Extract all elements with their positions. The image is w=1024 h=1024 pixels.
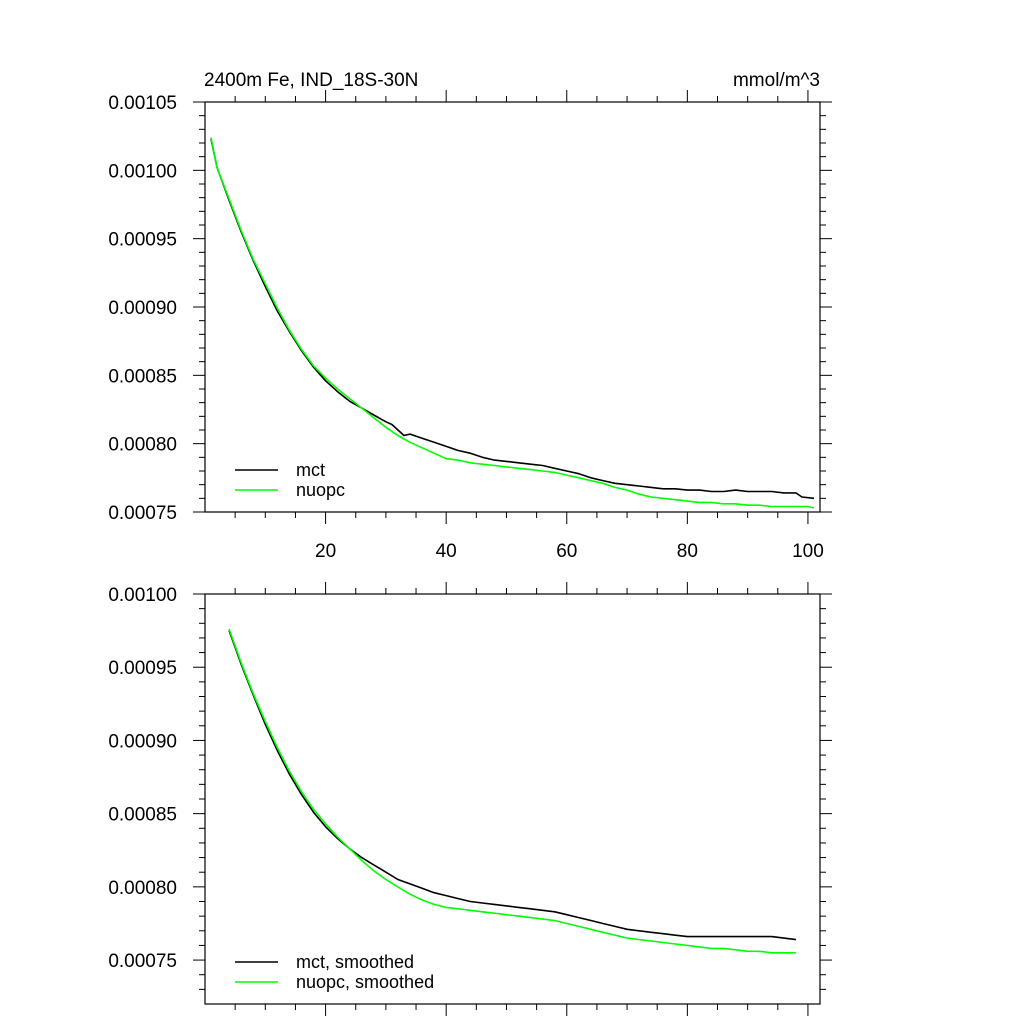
top-chart-panel: 2400m Fe, IND_18S-30N mmol/m^3 20 40 60 80 1… bbox=[108, 70, 832, 562]
top-y-tick-label: 0.00085 bbox=[108, 366, 177, 387]
top-legend-label-0: mct bbox=[296, 460, 325, 480]
top-chart-lines bbox=[210, 137, 815, 509]
top-legend-label-1: nuopc bbox=[296, 480, 345, 500]
top-y-tick-label: 0.00075 bbox=[108, 503, 177, 524]
bottom-y-tick-label: 0.00100 bbox=[108, 585, 177, 606]
top-x-tick-label: 100 bbox=[792, 541, 824, 562]
top-series-line-0 bbox=[210, 138, 815, 500]
bottom-y-tick-label: 0.00075 bbox=[108, 951, 177, 972]
bottom-legend-label-0: mct, smoothed bbox=[296, 952, 414, 972]
bottom-series-line-0 bbox=[228, 630, 796, 941]
bottom-chart-panel: 0.00075 0.00080 0.00085 0.00090 0.00095 0.001… bbox=[108, 582, 832, 1016]
bottom-chart-frame bbox=[204, 593, 821, 1005]
bottom-y-tick-label: 0.00085 bbox=[108, 805, 177, 826]
bottom-chart-lines bbox=[228, 628, 796, 954]
top-x-tick-label: 40 bbox=[436, 541, 457, 562]
bottom-y-tick-label: 0.00080 bbox=[108, 878, 177, 899]
top-chart-frame bbox=[204, 101, 821, 513]
top-chart-title: 2400m Fe, IND_18S-30N bbox=[204, 70, 418, 91]
bottom-y-tick-label: 0.00095 bbox=[108, 658, 177, 679]
bottom-y-tick-label: 0.00090 bbox=[108, 731, 177, 752]
top-y-tick-label: 0.00100 bbox=[108, 161, 177, 182]
top-series-line-1 bbox=[210, 137, 815, 509]
top-y-tick-label: 0.00090 bbox=[108, 298, 177, 319]
bottom-chart-ticks: 0.00075 0.00080 0.00085 0.00090 0.00095 0.001… bbox=[108, 582, 832, 1016]
top-y-tick-label: 0.00080 bbox=[108, 435, 177, 456]
top-y-tick-label: 0.00095 bbox=[108, 230, 177, 251]
top-chart-units-label: mmol/m^3 bbox=[733, 70, 820, 91]
top-x-tick-label: 20 bbox=[315, 541, 336, 562]
bottom-series-line-1 bbox=[228, 628, 796, 954]
top-y-tick-label: 0.00105 bbox=[108, 93, 177, 114]
top-x-tick-label: 60 bbox=[556, 541, 577, 562]
top-x-tick-label: 80 bbox=[677, 541, 698, 562]
bottom-legend-label-1: nuopc, smoothed bbox=[296, 972, 434, 992]
top-chart-ticks: 20 40 60 80 100 0.00075 0.00080 0.00085 0.00090 0… bbox=[108, 90, 832, 562]
